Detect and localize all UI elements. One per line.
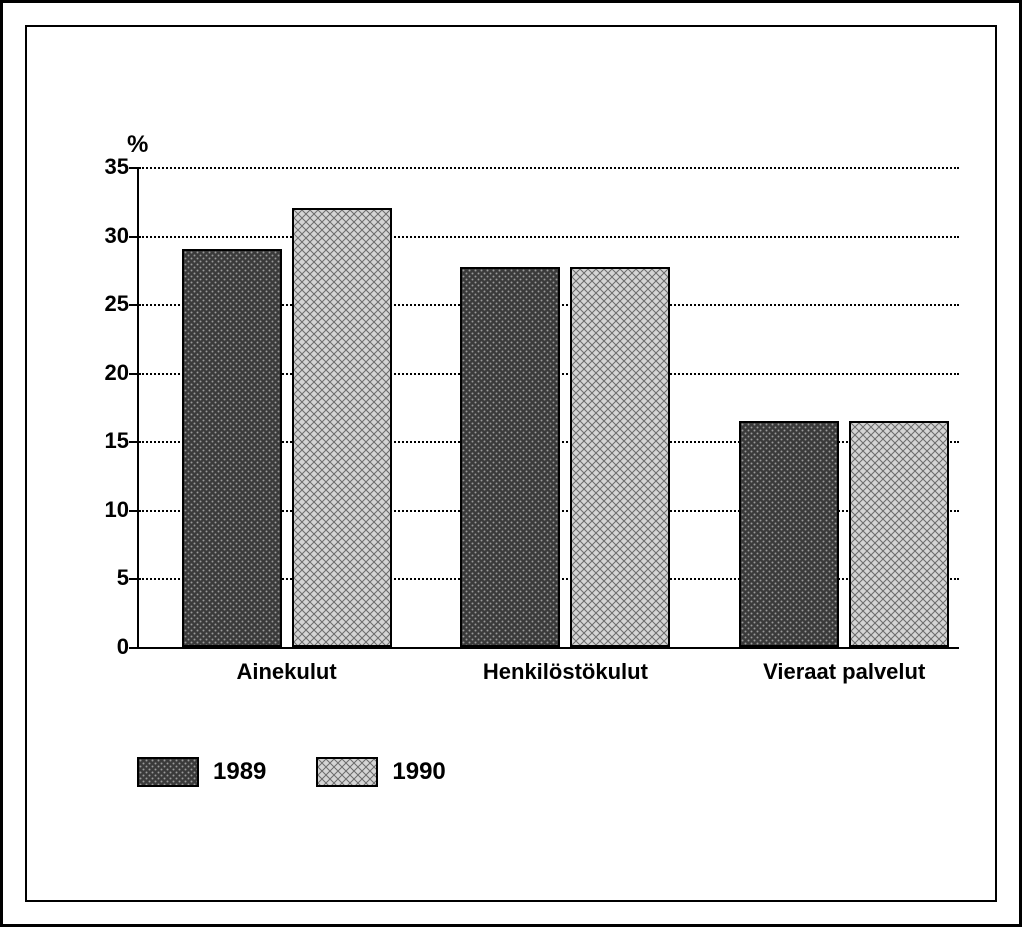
- y-tick-label: 20: [105, 360, 139, 386]
- gridline: [139, 236, 959, 238]
- plot-area: 05101520253035AinekulutHenkilöstökulutVi…: [137, 167, 959, 649]
- bar: [460, 267, 560, 647]
- legend-label: 1990: [392, 758, 445, 786]
- y-tick-label: 35: [105, 154, 139, 180]
- bar: [570, 267, 670, 647]
- y-tick-label: 10: [105, 497, 139, 523]
- chart-outer-frame: %05101520253035AinekulutHenkilöstökulutV…: [0, 0, 1022, 927]
- y-tick-label: 30: [105, 223, 139, 249]
- y-tick-label: 0: [117, 634, 139, 660]
- legend-item: 1990: [316, 757, 445, 787]
- x-category-label: Vieraat palvelut: [763, 659, 925, 685]
- bar: [182, 249, 282, 647]
- y-tick-label: 25: [105, 291, 139, 317]
- legend-swatch: [137, 757, 199, 787]
- chart-container: %05101520253035AinekulutHenkilöstökulutV…: [67, 137, 967, 837]
- bar: [739, 421, 839, 647]
- bar: [849, 421, 949, 647]
- x-category-label: Ainekulut: [236, 659, 336, 685]
- legend-label: 1989: [213, 758, 266, 786]
- x-category-label: Henkilöstökulut: [483, 659, 648, 685]
- chart-inner-frame: %05101520253035AinekulutHenkilöstökulutV…: [25, 25, 997, 902]
- legend-item: 1989: [137, 757, 266, 787]
- bar: [292, 208, 392, 647]
- y-tick-label: 5: [117, 565, 139, 591]
- y-tick-label: 15: [105, 428, 139, 454]
- gridline: [139, 167, 959, 169]
- legend: 1989 1990: [137, 757, 446, 787]
- legend-swatch: [316, 757, 378, 787]
